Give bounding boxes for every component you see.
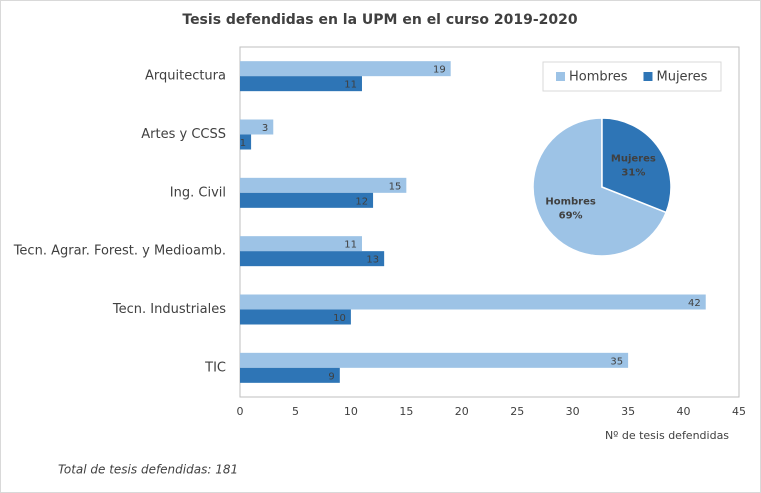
bar (240, 134, 252, 150)
bar (240, 61, 451, 77)
value-label: 11 (344, 240, 357, 251)
value-label: 12 (355, 196, 368, 207)
bar (240, 192, 374, 208)
value-label: 1 (240, 138, 246, 149)
x-tick-label: 15 (399, 405, 413, 418)
value-label: 15 (389, 181, 402, 192)
bar (240, 352, 629, 368)
bar (240, 236, 362, 252)
bar (240, 367, 340, 383)
value-label: 35 (610, 356, 623, 367)
value-label: 13 (366, 255, 379, 266)
x-tick-label: 35 (621, 405, 635, 418)
value-label: 42 (688, 298, 701, 309)
legend-swatch (643, 72, 653, 81)
bar (240, 294, 706, 310)
legend-label: Hombres (569, 70, 628, 85)
footnote: Total de tesis defendidas: 181 (58, 463, 238, 477)
y-tick-label: Arquitectura (145, 69, 226, 84)
bar (240, 251, 385, 267)
slice-name: Hombres (545, 196, 596, 207)
pie-slice (601, 117, 672, 214)
x-tick-label: 45 (732, 405, 746, 418)
slice-value: 69% (559, 210, 583, 221)
x-tick-label: 20 (455, 405, 469, 418)
bar (240, 177, 407, 193)
x-tick-label: 25 (510, 405, 524, 418)
x-tick-label: 0 (237, 405, 244, 418)
x-tick-label: 5 (292, 405, 299, 418)
value-label: 11 (344, 80, 357, 91)
x-tick-label: 40 (677, 405, 691, 418)
chart-title: Tesis defendidas en la UPM en el curso 2… (182, 12, 577, 28)
value-label: 3 (262, 123, 268, 134)
y-tick-label: Tecn. Agrar. Forest. y Medioamb. (13, 244, 226, 259)
value-label: 19 (433, 65, 446, 76)
bar (240, 309, 351, 325)
x-tick-label: 10 (344, 405, 358, 418)
plot-area (239, 46, 740, 398)
legend-label: Mujeres (656, 70, 707, 85)
bar (240, 76, 362, 92)
y-tick-label: Artes y CCSS (141, 127, 226, 142)
legend-box (542, 61, 722, 92)
y-tick-label: Tecn. Industriales (112, 302, 226, 317)
bar (240, 119, 274, 135)
value-label: 9 (328, 371, 334, 382)
slice-value: 31% (621, 168, 645, 179)
y-tick-label: TIC (204, 360, 226, 375)
slice-name: Mujeres (611, 154, 656, 165)
legend-swatch (556, 72, 565, 81)
pie-slice (532, 117, 668, 257)
y-tick-label: Ing. Civil (170, 185, 226, 200)
x-tick-label: 30 (566, 405, 580, 418)
x-axis-label: Nº de tesis defendidas (605, 429, 729, 442)
value-label: 10 (333, 313, 346, 324)
